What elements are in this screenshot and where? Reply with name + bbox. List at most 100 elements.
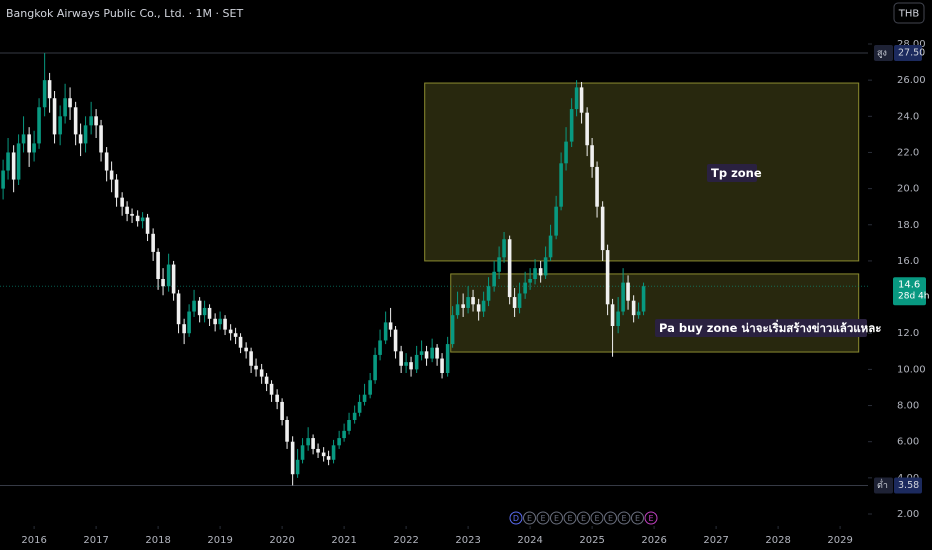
candle-body	[223, 318, 227, 330]
candle-body	[171, 264, 176, 294]
event-icon[interactable]	[644, 511, 658, 525]
candle-body	[321, 452, 326, 457]
x-tick-label: 2027	[703, 535, 728, 546]
candle-body	[78, 134, 83, 144]
x-tick-label: 2025	[579, 535, 604, 546]
event-icon[interactable]	[617, 511, 631, 525]
candle-body	[362, 394, 367, 402]
currency-label[interactable]: THB	[898, 9, 920, 20]
current-price: 14.6	[898, 280, 920, 291]
candle-body	[471, 297, 475, 305]
candle-body	[259, 369, 264, 377]
candle-body	[466, 297, 470, 308]
candle-body	[528, 279, 532, 283]
event-icon[interactable]	[577, 511, 590, 525]
candle-body	[347, 420, 351, 431]
event-label[interactable]: E	[594, 514, 599, 523]
extreme-badge-tag	[874, 45, 893, 62]
extreme-badge-label: ต่ำ	[877, 478, 888, 491]
candle-body	[94, 116, 98, 126]
candle-body	[621, 282, 625, 312]
y-tick-label: 26.00	[897, 75, 926, 86]
event-icon[interactable]	[631, 511, 644, 525]
event-icon[interactable]	[590, 511, 604, 525]
candle-body	[83, 125, 88, 144]
zone-label-box	[655, 319, 867, 337]
candle-body	[373, 354, 377, 381]
candle-body	[166, 264, 171, 287]
candle-body	[176, 293, 181, 325]
candle-body	[435, 347, 439, 359]
candle-body	[512, 297, 517, 308]
y-tick-label: 10.00	[897, 364, 926, 375]
zone-label-box	[707, 164, 757, 182]
event-label[interactable]: E	[635, 514, 640, 523]
event-icon[interactable]	[563, 511, 577, 525]
candle-body	[543, 257, 548, 276]
y-tick-label: 28.00	[897, 39, 926, 50]
y-tick-label: 2.00	[897, 509, 919, 520]
x-tick-label: 2021	[331, 535, 356, 546]
candle-body	[455, 304, 460, 316]
currency-button[interactable]	[893, 2, 925, 24]
y-tick-label: 12.0	[897, 328, 919, 339]
candle-body	[548, 235, 553, 258]
x-tick-label: 2026	[641, 535, 666, 546]
candle-body	[538, 268, 543, 276]
event-icon[interactable]	[536, 511, 550, 525]
event-icon[interactable]	[550, 511, 563, 525]
candle-body	[507, 239, 512, 298]
chart-title: Bangkok Airways Public Co., Ltd. · 1M · …	[6, 7, 243, 20]
candle-body	[63, 98, 67, 117]
candle-body	[631, 300, 636, 316]
event-icon[interactable]	[509, 511, 523, 525]
candle-body	[585, 112, 589, 146]
candle-body	[238, 336, 243, 348]
candle-body	[73, 107, 78, 135]
zone	[450, 273, 860, 353]
candle-body	[404, 362, 408, 366]
event-label[interactable]: E	[621, 514, 626, 523]
event-label[interactable]: E	[527, 514, 532, 523]
candle-body	[564, 141, 568, 164]
event-label[interactable]: E	[648, 514, 653, 523]
candle-body	[135, 215, 140, 222]
candle-body	[569, 109, 574, 142]
candle-body	[99, 125, 103, 153]
candle-body	[89, 116, 93, 126]
candle-body	[409, 362, 413, 370]
candle-body	[414, 354, 419, 370]
event-label[interactable]: E	[608, 514, 613, 523]
event-label[interactable]: E	[554, 514, 559, 523]
candle-body	[21, 134, 26, 144]
candle-body	[440, 358, 444, 374]
candle-body	[579, 87, 584, 113]
candle-body	[207, 307, 212, 319]
candle-body	[213, 318, 217, 325]
candle-body	[590, 145, 594, 167]
y-tick-label: 24.0	[897, 111, 919, 122]
candle-body	[37, 107, 41, 144]
event-label[interactable]: E	[540, 514, 545, 523]
candle-body	[125, 206, 129, 214]
candle-body	[145, 217, 150, 234]
event-label[interactable]: E	[567, 514, 572, 523]
x-tick-label: 2017	[83, 535, 108, 546]
candle-body	[120, 197, 124, 207]
candle-body	[300, 445, 305, 460]
candle-body	[1, 170, 5, 189]
candle-body	[182, 324, 186, 334]
candle-body	[6, 152, 10, 171]
candle-body	[481, 300, 486, 312]
event-icon[interactable]	[523, 511, 536, 525]
y-tick-label: 22.0	[897, 147, 919, 158]
x-tick-label: 2024	[517, 535, 542, 546]
event-icon[interactable]	[604, 511, 617, 525]
event-label[interactable]: E	[581, 514, 586, 523]
event-label[interactable]: D	[513, 514, 519, 523]
candle-body	[626, 282, 630, 301]
x-tick-label: 2022	[393, 535, 418, 546]
candle-body	[192, 300, 196, 312]
candle-body	[388, 322, 393, 330]
